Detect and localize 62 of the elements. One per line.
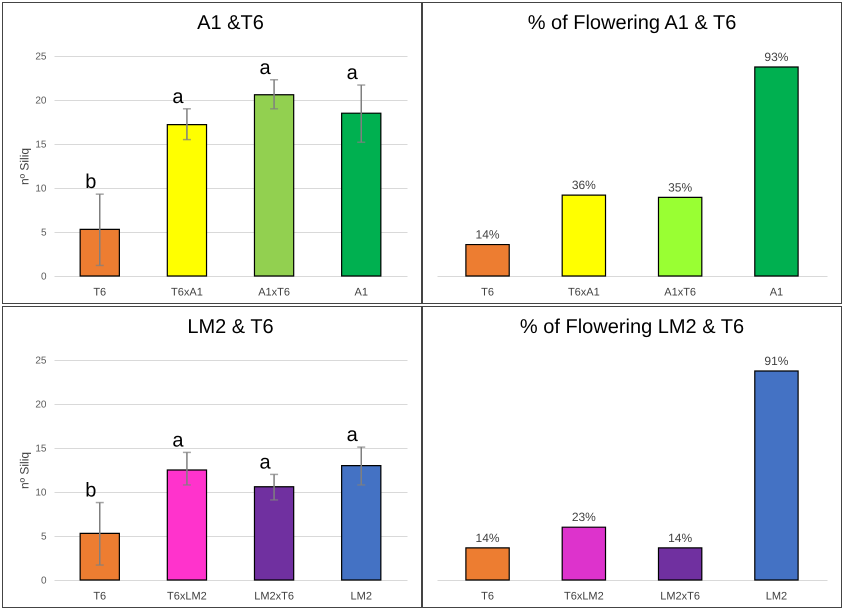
y-axis-title: nº Siliq bbox=[17, 452, 32, 490]
chart-title: LM2 & T6 bbox=[187, 316, 274, 338]
y-tick-label: 20 bbox=[35, 96, 47, 106]
x-tick-label: A1xT6 bbox=[258, 286, 290, 298]
x-tick-label: A1 bbox=[770, 286, 784, 298]
bar bbox=[465, 244, 510, 277]
y-tick-label: 25 bbox=[35, 356, 47, 366]
bar bbox=[341, 112, 382, 277]
chart-title: A1 &T6 bbox=[197, 12, 264, 34]
data-label: 14% bbox=[476, 530, 500, 545]
x-tick-label: A1 bbox=[354, 286, 368, 298]
data-label: 35% bbox=[668, 180, 692, 194]
x-tick-label: T6xA1 bbox=[171, 286, 203, 298]
bar bbox=[562, 194, 606, 277]
chart-title: % of Flowering LM2 & T6 bbox=[520, 316, 744, 338]
x-tick-label: T6 bbox=[93, 286, 106, 298]
x-tick-label: T6 bbox=[481, 590, 494, 602]
bar bbox=[341, 465, 382, 581]
chart-title: % of Flowering A1 & T6 bbox=[528, 12, 736, 34]
annotation: b bbox=[85, 171, 96, 194]
y-tick-label: 10 bbox=[35, 488, 47, 498]
y-tick-label: 15 bbox=[35, 444, 47, 454]
x-tick-label: T6xA1 bbox=[568, 286, 600, 298]
bar bbox=[166, 124, 208, 277]
y-tick-label: 10 bbox=[35, 184, 47, 194]
data-label: 91% bbox=[764, 354, 789, 368]
y-tick-label: 0 bbox=[40, 272, 47, 282]
bar bbox=[254, 94, 294, 277]
bar bbox=[754, 66, 799, 277]
x-tick-label: T6 bbox=[93, 590, 106, 602]
y-tick-label: 20 bbox=[35, 400, 47, 410]
bar bbox=[80, 532, 120, 581]
annotation: a bbox=[172, 86, 184, 108]
x-tick-label: LM2xT6 bbox=[660, 590, 700, 602]
bar bbox=[166, 469, 208, 581]
data-label: 23% bbox=[572, 510, 596, 524]
y-tick-label: 25 bbox=[35, 52, 47, 62]
x-tick-label: LM2xT6 bbox=[254, 590, 294, 602]
annotation: a bbox=[260, 451, 272, 474]
y-axis-title: nº Siliq bbox=[17, 148, 32, 186]
x-tick-label: T6 bbox=[481, 286, 494, 298]
x-tick-label: LM2 bbox=[350, 590, 372, 602]
data-label: 36% bbox=[572, 178, 596, 192]
bar bbox=[254, 486, 294, 581]
annotation: a bbox=[346, 62, 359, 84]
y-tick-label: 0 bbox=[40, 576, 47, 586]
data-label: 14% bbox=[668, 530, 692, 545]
data-label: 93% bbox=[764, 50, 789, 64]
x-tick-label: LM2 bbox=[766, 590, 788, 602]
annotation: b bbox=[85, 480, 96, 502]
bar bbox=[658, 196, 702, 277]
y-tick-label: 5 bbox=[40, 228, 47, 238]
bar bbox=[80, 228, 120, 277]
annotation: a bbox=[172, 429, 184, 452]
data-label: 14% bbox=[476, 228, 500, 242]
y-tick-label: 5 bbox=[40, 532, 47, 542]
annotation: a bbox=[260, 56, 272, 79]
annotation: a bbox=[346, 424, 359, 446]
x-tick-label: T6xLM2 bbox=[167, 590, 207, 602]
x-tick-label: T6xLM2 bbox=[564, 590, 604, 602]
x-tick-label: A1xT6 bbox=[664, 286, 696, 298]
y-tick-label: 15 bbox=[35, 140, 47, 150]
